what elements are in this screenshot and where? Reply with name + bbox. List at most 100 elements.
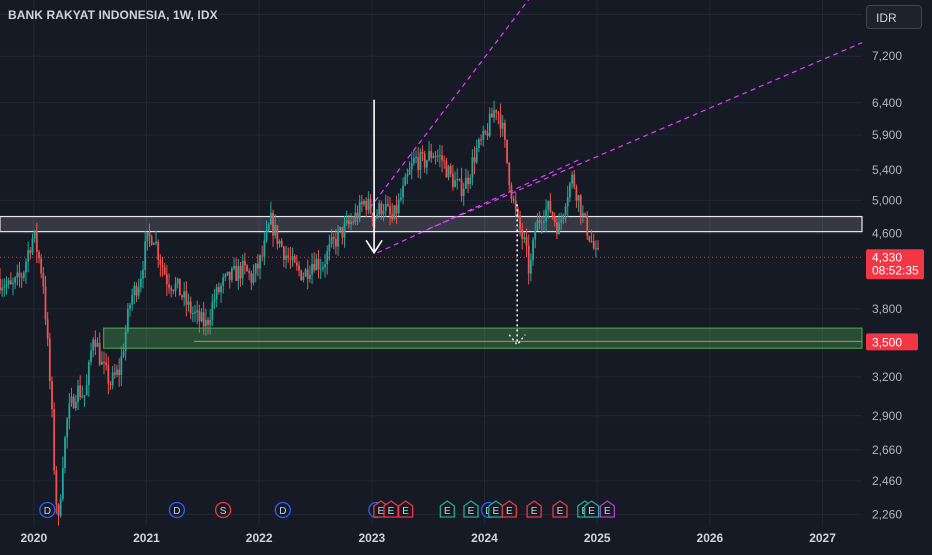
candle-up (477, 139, 480, 149)
candle-up (324, 264, 326, 268)
currency-button[interactable]: IDR (866, 5, 922, 29)
y-tick-label: 2,460 (872, 474, 902, 488)
event-marker-earnings-green: E (463, 500, 479, 518)
candle-up (126, 308, 129, 332)
candle-up (196, 310, 199, 313)
event-markers: DDSDDEEEEEDEEEEEEE (39, 500, 615, 519)
candle-up (358, 201, 361, 219)
chart-title: BANK RAKYAT INDONESIA, 1W, IDX (8, 8, 218, 22)
candle-down (449, 166, 452, 174)
candle-up (27, 250, 30, 262)
candle-up (259, 255, 261, 269)
trend-channel (369, 0, 863, 254)
candle-up (241, 260, 244, 279)
candle-down (356, 212, 359, 219)
candle-up (191, 313, 194, 315)
event-badge (526, 500, 542, 518)
candle-down (163, 267, 166, 275)
event-circle (214, 501, 232, 519)
candle-down (451, 173, 454, 188)
candle-down (94, 339, 97, 347)
candle-up (5, 284, 8, 287)
candle-down (360, 201, 363, 205)
event-label: S (220, 506, 227, 517)
candle-down (159, 259, 162, 265)
candle-down (38, 251, 40, 259)
candle-up (337, 230, 339, 247)
candle-down (42, 273, 45, 287)
candle-up (536, 220, 539, 231)
candle-down (9, 280, 12, 285)
candle-down (497, 112, 500, 115)
candle-up (376, 214, 378, 219)
candle-up (74, 401, 77, 409)
candle-up (59, 499, 62, 516)
candle-down (434, 156, 437, 158)
candle-up (3, 286, 6, 288)
candle-up (12, 282, 14, 285)
candle-down (280, 240, 283, 247)
event-label: D (173, 506, 180, 517)
candle-up (564, 206, 567, 216)
candle-up (211, 302, 214, 320)
candle-up (378, 203, 381, 215)
x-tick-label: 2026 (697, 531, 724, 545)
candle-up (269, 212, 272, 225)
candle-up (577, 195, 580, 201)
y-tick-label: 2,900 (872, 409, 902, 423)
event-marker-earnings-green: E (439, 500, 455, 518)
y-tick-label: 7,200 (872, 49, 902, 63)
candle-up (254, 263, 257, 274)
candle-down (473, 157, 476, 163)
event-label: E (444, 506, 451, 517)
candle-down (555, 221, 558, 235)
candle-up (85, 385, 88, 396)
candle-up (200, 312, 203, 322)
candle-up (456, 179, 459, 181)
candle-up (87, 362, 90, 386)
candles (0, 100, 599, 526)
candle-up (64, 437, 66, 469)
candle-down (527, 245, 530, 274)
candle-up (66, 418, 69, 438)
candle-up (568, 183, 571, 198)
candle-up (319, 268, 322, 270)
candle-up (144, 241, 147, 270)
candle-up (83, 395, 86, 397)
candle-up (90, 350, 92, 363)
candle-down (53, 409, 56, 471)
candle-up (315, 258, 318, 271)
candle-down (365, 200, 368, 210)
projection-arrow (508, 334, 526, 346)
candle-up (471, 157, 474, 178)
candle-up (529, 260, 532, 274)
candle-up (363, 200, 365, 205)
candle-down (334, 238, 337, 247)
candle-down (341, 227, 344, 238)
candle-up (406, 174, 409, 177)
candle-down (150, 236, 153, 245)
candle-up (493, 110, 495, 118)
candle-down (484, 130, 487, 133)
candle-down (287, 255, 290, 259)
candle-up (124, 331, 127, 352)
x-tick-label: 2020 (20, 531, 47, 545)
candle-up (285, 255, 287, 260)
candle-up (194, 312, 196, 314)
candle-up (174, 283, 177, 292)
candle-down (421, 152, 424, 154)
event-label: E (557, 506, 564, 517)
y-tick-label: 5,000 (872, 193, 902, 207)
candle-up (345, 220, 348, 224)
candle-up (16, 272, 19, 278)
candle-down (525, 237, 528, 246)
candle-up (328, 244, 331, 252)
candle-up (321, 267, 324, 269)
candle-up (404, 176, 407, 186)
candle-down (40, 258, 43, 274)
y-tick-label: 6,400 (872, 96, 902, 110)
candle-down (369, 198, 372, 214)
candle-up (419, 152, 422, 171)
